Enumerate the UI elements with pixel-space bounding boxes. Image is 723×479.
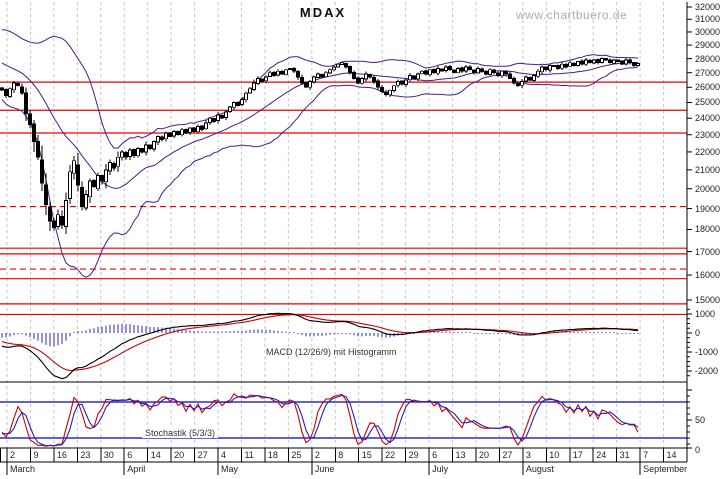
- week-label: 13: [455, 450, 466, 460]
- price-axis-label: 29000: [695, 40, 721, 51]
- macd-caption: MACD (12/26/9) mit Histogramm: [266, 347, 397, 357]
- month-label: March: [10, 464, 36, 474]
- month-label: April: [127, 464, 146, 474]
- chart-title: MDAX: [299, 5, 347, 20]
- week-label: 7: [643, 450, 649, 460]
- price-axis-label: 30000: [695, 26, 721, 37]
- week-label: 8: [338, 450, 344, 460]
- week-label: 15: [361, 450, 372, 460]
- price-axis-label: 18000: [695, 224, 721, 235]
- month-label: September: [643, 464, 688, 474]
- week-label: 10: [549, 450, 560, 460]
- price-axis-label: 15000: [695, 295, 721, 305]
- week-label: 25: [291, 450, 302, 460]
- week-label: 16: [56, 450, 67, 460]
- week-label: 22: [385, 450, 396, 460]
- price-axis-label: 24000: [695, 113, 721, 124]
- price-axis-label: 32000: [695, 2, 721, 12]
- macd-axis-label: -1000: [695, 347, 719, 357]
- month-label: July: [432, 464, 449, 474]
- price-axis-label: 31000: [695, 14, 721, 25]
- week-label: 18: [267, 450, 278, 460]
- price-axis-label: 25000: [695, 97, 721, 108]
- month-label: May: [221, 464, 239, 474]
- price-axis-label: 26000: [695, 82, 721, 93]
- price-axis-label: 22000: [695, 146, 721, 157]
- week-label: 29: [408, 450, 419, 460]
- week-label: 20: [478, 450, 489, 460]
- month-label: August: [525, 464, 554, 474]
- price-axis-label: 27000: [695, 67, 721, 78]
- week-label: 6: [127, 450, 133, 460]
- week-label: 17: [572, 450, 583, 460]
- stoch-axis-label: 0: [695, 445, 701, 455]
- stoch-axis-label: 50: [695, 415, 706, 425]
- price-axis-label: 28000: [695, 53, 721, 64]
- stoch-caption: Stochastik (5/3/3): [142, 428, 219, 438]
- week-label: 2: [10, 450, 16, 460]
- week-label: 27: [197, 450, 208, 460]
- week-label: 14: [666, 450, 677, 460]
- macd-axis-label: 1000: [695, 309, 716, 319]
- week-label: 20: [174, 450, 185, 460]
- price-axis-label: 20000: [695, 183, 721, 194]
- week-label: 4: [221, 450, 227, 460]
- week-label: 3: [525, 450, 531, 460]
- price-axis-label: 16000: [695, 270, 721, 281]
- week-label: 24: [596, 450, 607, 460]
- price-axis-label: 23000: [695, 129, 721, 140]
- week-label: 14: [150, 450, 161, 460]
- month-label: June: [314, 464, 335, 474]
- week-label: 27: [502, 450, 513, 460]
- week-label: 9: [33, 450, 39, 460]
- macd-axis-label: -2000: [695, 366, 719, 376]
- watermark-text: www.chartbuero.de: [516, 8, 628, 22]
- week-label: 2: [314, 450, 320, 460]
- price-axis-label: 17000: [695, 246, 721, 257]
- week-label: 23: [80, 450, 91, 460]
- week-label: 31: [619, 450, 630, 460]
- macd-axis-label: 0: [695, 328, 701, 338]
- week-label: 6: [432, 450, 438, 460]
- week-label: 30: [103, 450, 114, 460]
- week-label: 11: [244, 450, 254, 460]
- price-axis-label: 19000: [695, 203, 721, 214]
- price-axis-label: 21000: [695, 164, 721, 175]
